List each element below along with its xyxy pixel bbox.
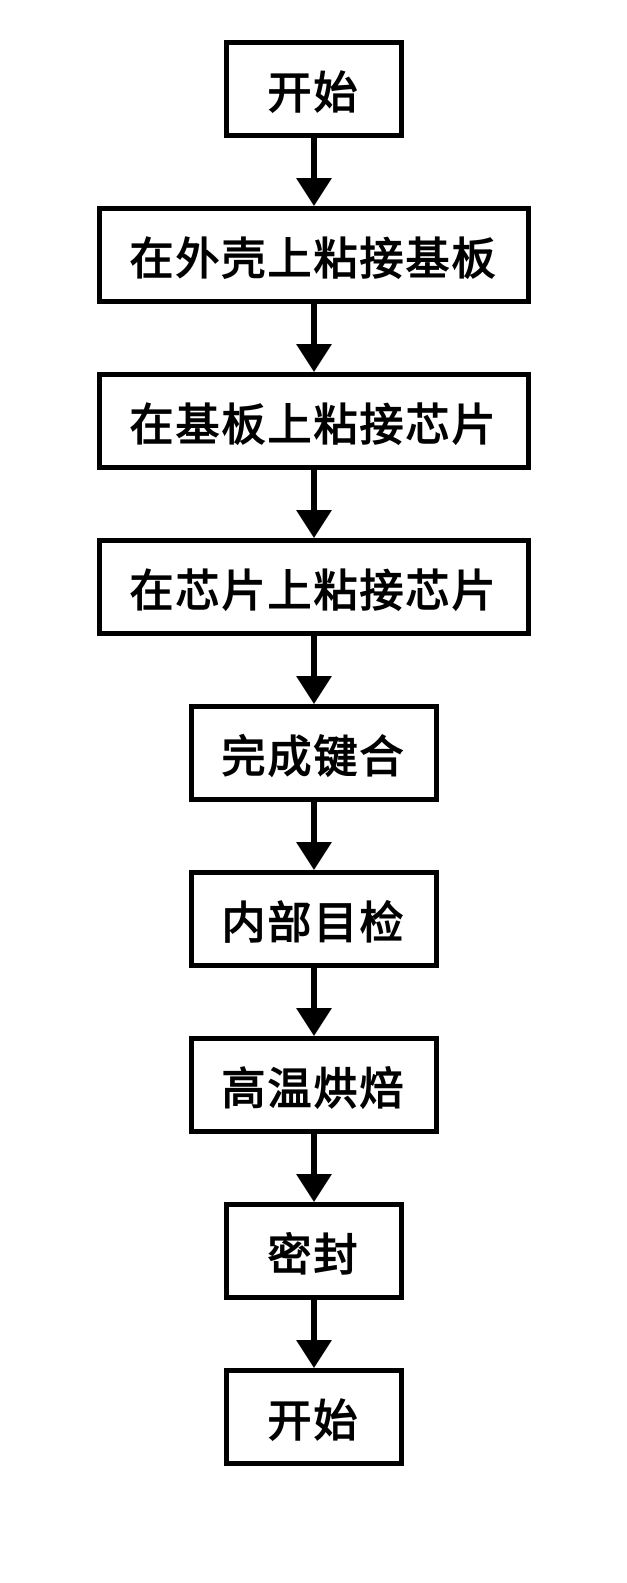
flow-arrow — [296, 968, 332, 1036]
arrow-head-icon — [296, 1008, 332, 1036]
arrow-head-icon — [296, 1174, 332, 1202]
flow-node-step: 完成键合 — [189, 704, 439, 802]
flow-arrow — [296, 138, 332, 206]
arrow-line — [311, 1134, 317, 1174]
flow-node-step: 高温烘焙 — [189, 1036, 439, 1134]
arrow-head-icon — [296, 510, 332, 538]
flow-node-step: 在外壳上粘接基板 — [97, 206, 531, 304]
node-label: 开始 — [268, 57, 360, 121]
flowchart-container: 开始 在外壳上粘接基板 在基板上粘接芯片 在芯片上粘接芯片 完成键合 内部目检 … — [97, 40, 531, 1466]
node-label: 在芯片上粘接芯片 — [130, 555, 498, 619]
arrow-head-icon — [296, 344, 332, 372]
node-label: 内部目检 — [222, 887, 406, 951]
arrow-head-icon — [296, 676, 332, 704]
arrow-line — [311, 636, 317, 676]
arrow-head-icon — [296, 842, 332, 870]
flow-node-start: 开始 — [224, 40, 404, 138]
flow-node-step: 在芯片上粘接芯片 — [97, 538, 531, 636]
node-label: 密封 — [268, 1219, 360, 1283]
node-label: 完成键合 — [222, 721, 406, 785]
flow-node-step: 密封 — [224, 1202, 404, 1300]
arrow-line — [311, 138, 317, 178]
flow-arrow — [296, 304, 332, 372]
node-label: 在基板上粘接芯片 — [130, 389, 498, 453]
flow-node-end: 开始 — [224, 1368, 404, 1466]
flow-arrow — [296, 1134, 332, 1202]
flow-arrow — [296, 470, 332, 538]
arrow-line — [311, 1300, 317, 1340]
arrow-line — [311, 470, 317, 510]
arrow-line — [311, 304, 317, 344]
flow-arrow — [296, 1300, 332, 1368]
arrow-head-icon — [296, 1340, 332, 1368]
node-label: 开始 — [268, 1385, 360, 1449]
node-label: 在外壳上粘接基板 — [130, 223, 498, 287]
arrow-line — [311, 968, 317, 1008]
flow-node-step: 内部目检 — [189, 870, 439, 968]
arrow-head-icon — [296, 178, 332, 206]
node-label: 高温烘焙 — [222, 1053, 406, 1117]
arrow-line — [311, 802, 317, 842]
flow-arrow — [296, 802, 332, 870]
flow-arrow — [296, 636, 332, 704]
flow-node-step: 在基板上粘接芯片 — [97, 372, 531, 470]
